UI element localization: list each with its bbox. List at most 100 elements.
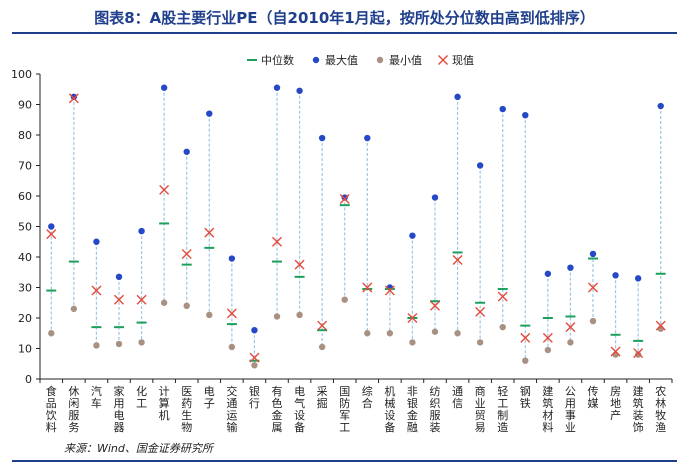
x-tick-label: 建筑材料: [542, 384, 553, 434]
min-point: [431, 328, 439, 335]
max-point: [409, 232, 416, 239]
chart-title: 图表8：A股主要行业PE（自2010年1月起，按所处分位数由高到低排序）: [94, 9, 595, 27]
min-point: [70, 305, 78, 313]
x-tick-label: 建筑装饰: [633, 384, 644, 434]
min-point: [48, 330, 55, 337]
current-point-stroke: [542, 332, 553, 343]
current-point: [542, 332, 553, 343]
source-note: 来源：Wind、国金证券研究所: [64, 442, 213, 455]
max-point: [138, 227, 145, 235]
max-point: [160, 84, 168, 91]
current-point-stroke: [520, 332, 531, 343]
current-point: [452, 255, 463, 266]
max-point: [634, 275, 642, 282]
current-point-stroke: [46, 229, 57, 240]
min-point: [296, 311, 303, 319]
current-point: [339, 194, 350, 205]
max-point: [522, 111, 529, 119]
legend-marker: [312, 56, 320, 64]
current-point-stroke: [226, 308, 237, 319]
current-point-stroke: [317, 320, 328, 331]
current-point: [362, 282, 373, 293]
x-tick-label: 传媒: [588, 385, 599, 410]
max-point: [657, 102, 664, 110]
x-tick-label: 房地产: [610, 385, 621, 422]
legend-item: 最小值: [376, 54, 422, 67]
max-point: [206, 110, 213, 117]
x-tick-label: 汽车: [91, 384, 102, 410]
current-point-stroke: [430, 300, 440, 311]
min-point: [228, 343, 236, 351]
bottom-rule: [12, 460, 677, 462]
legend-marker: [438, 55, 448, 65]
min-point: [409, 339, 416, 346]
max-point: [364, 134, 371, 142]
x-tick-label: 有色金属: [272, 384, 283, 434]
current-point: [633, 348, 644, 359]
max-point: [183, 148, 190, 155]
current-point-stroke: [633, 348, 644, 359]
current-point: [430, 300, 440, 311]
x-tick-label: 医药生物: [181, 385, 192, 434]
current-point-stroke: [91, 285, 102, 296]
min-point: [589, 317, 597, 325]
current-point: [68, 93, 79, 104]
legend-label: 最大值: [325, 53, 358, 67]
x-tick-label: 轻工制造: [497, 384, 508, 434]
current-point-stroke: [159, 184, 170, 195]
y-tick-label: 70: [18, 160, 32, 173]
current-point: [136, 294, 147, 305]
current-point: [226, 308, 237, 319]
current-point: [520, 332, 531, 343]
legend-item: 最大值: [312, 53, 358, 67]
current-point: [249, 352, 260, 363]
max-point: [612, 272, 619, 279]
current-point-stroke: [588, 282, 598, 293]
y-tick-label: 50: [18, 221, 32, 234]
x-tick-label: 银行: [249, 384, 260, 410]
max-point: [454, 93, 461, 101]
current-point-stroke: [136, 294, 147, 305]
min-point: [273, 313, 281, 320]
min-point: [386, 330, 394, 337]
max-point: [499, 105, 506, 113]
current-point: [475, 306, 486, 317]
current-point-stroke: [204, 227, 215, 238]
current-point: [588, 282, 598, 293]
current-point: [610, 346, 621, 357]
min-point: [634, 351, 642, 358]
current-point: [114, 294, 124, 305]
max-point: [70, 93, 78, 101]
y-tick-label: 90: [18, 99, 32, 112]
current-point: [565, 322, 576, 333]
min-point: [318, 343, 326, 351]
max-point: [115, 273, 123, 281]
current-point-stroke: [68, 93, 79, 104]
x-tick-label: 电气设备: [294, 385, 305, 434]
current-point: [655, 320, 666, 331]
x-tick-label: 纺织服装: [430, 384, 441, 434]
x-tick-label: 化工: [136, 384, 147, 410]
current-point: [497, 291, 508, 302]
current-point: [407, 313, 418, 323]
current-point: [384, 285, 395, 296]
y-tick-label: 80: [18, 129, 32, 142]
current-point: [272, 236, 282, 247]
x-tick-label: 休闲服务: [68, 385, 79, 434]
min-point: [544, 346, 552, 354]
y-tick-label: 40: [18, 251, 32, 264]
current-point-stroke: [362, 282, 373, 293]
x-tick-label: 通信: [452, 385, 463, 410]
x-tick-label: 钢铁: [520, 385, 531, 410]
x-tick-label: 非银金融: [407, 385, 418, 434]
x-tick-label: 综合: [362, 384, 373, 410]
current-point: [317, 320, 328, 331]
max-point: [228, 255, 236, 262]
current-point-stroke: [339, 194, 350, 205]
current-point: [204, 227, 215, 238]
min-point: [476, 339, 484, 346]
legend-label: 中位数: [261, 53, 294, 67]
max-point: [589, 250, 597, 258]
max-point: [544, 270, 552, 277]
x-tick-label: 公用事业: [565, 385, 576, 434]
